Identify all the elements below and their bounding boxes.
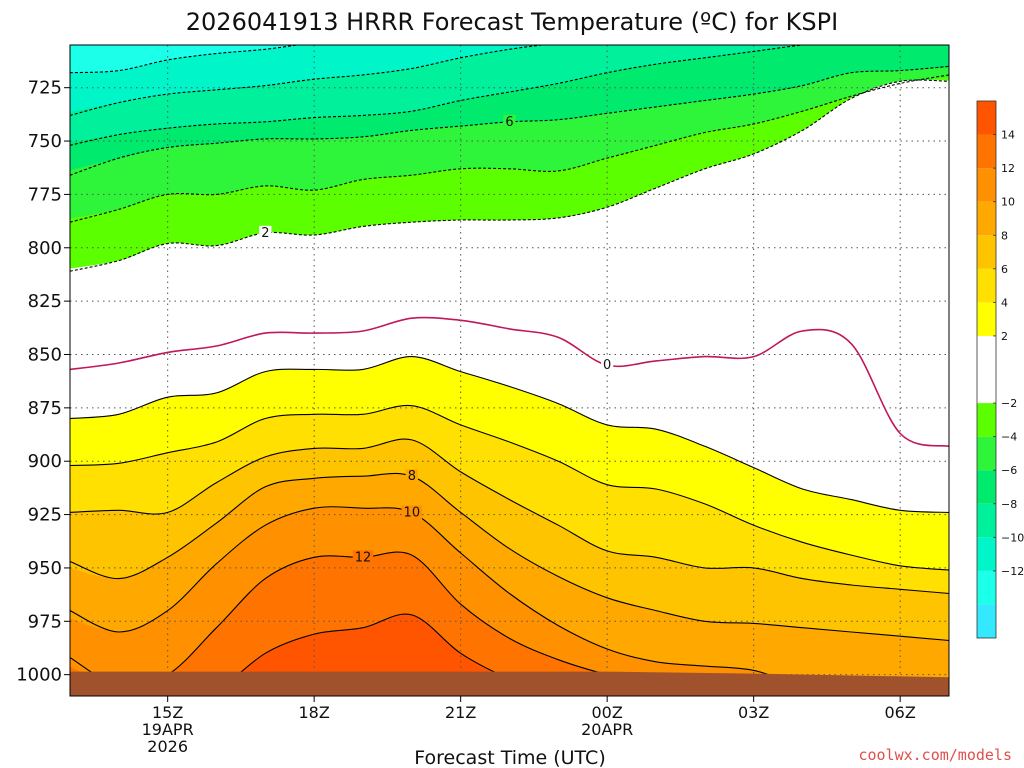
contour-line [70, 316, 949, 448]
colorbar-tick-label: −4 [1001, 431, 1017, 444]
x-tick-label: 18Z [299, 703, 330, 722]
contour-labels: 6 2 0 8 10 12 [259, 114, 614, 566]
colorbar-swatch [977, 101, 996, 135]
colorbar: 14 12 10 8 6 4 2 −2 −4 −6 −8 −10 −12 [976, 100, 1024, 639]
contour-label: 8 [408, 469, 416, 484]
contour-label: 2 [261, 226, 269, 241]
x-tick-label: 03Z [738, 703, 769, 722]
y-tick-label: 925 [28, 505, 62, 526]
ground-surface [70, 671, 949, 696]
colorbar-swatch [977, 503, 996, 538]
contour-line [70, 45, 547, 116]
y-tick-label: 825 [28, 291, 62, 312]
colorbar-tick-label: −6 [1001, 464, 1017, 477]
contour-label: 10 [404, 505, 421, 520]
colorbar-tick-label: 8 [1001, 229, 1008, 242]
y-tick-label: 875 [28, 398, 62, 419]
plot-frame [69, 44, 950, 697]
colorbar-swatch [977, 604, 996, 638]
credit-text: coolwx.com/models [858, 746, 1012, 764]
x-tick-label: 06Z [885, 703, 916, 722]
colorbar-frame [976, 100, 997, 639]
colorbar-swatch [977, 201, 996, 236]
colorbar-tick-label: 4 [1001, 296, 1008, 309]
colorbar-swatch [977, 403, 996, 437]
colorbar-swatch [977, 134, 996, 169]
colorbar-tick-label: −8 [1001, 498, 1017, 511]
y-tick-label: 1000 [16, 665, 62, 686]
colorbar-tick-label: 12 [1001, 162, 1015, 175]
y-tick-label: 800 [28, 238, 62, 259]
x-tick-label: 2026 [147, 737, 188, 756]
contour-label: 0 [603, 358, 611, 373]
contour-label: 6 [505, 115, 513, 130]
colorbar-tick-label: −12 [1001, 565, 1024, 578]
contour-label-background [401, 505, 423, 521]
y-tick-label: 950 [28, 558, 62, 579]
y-tick-label: 750 [28, 131, 62, 152]
contour-line [70, 79, 949, 272]
y-tick-label: 775 [28, 184, 62, 205]
colorbar-tick-label: 6 [1001, 263, 1008, 276]
y-tick-label: 975 [28, 611, 62, 632]
contour-line [70, 74, 949, 223]
x-tick-label: 20APR [581, 720, 633, 739]
x-tick-label: 19APR [142, 720, 194, 739]
colorbar-swatch [977, 235, 996, 269]
contour-line [70, 356, 949, 513]
colorbar-swatch [977, 436, 996, 471]
contour-label-background [259, 225, 272, 241]
contour-label-background [352, 550, 374, 566]
contour-line [70, 438, 949, 595]
colorbar-swatch [977, 168, 996, 202]
contour-line [70, 551, 761, 696]
colorbar-swatch [977, 268, 996, 303]
colorbar-swatch [977, 470, 996, 504]
x-tick-label: 00Z [592, 703, 623, 722]
contour-line [70, 65, 949, 176]
contour-label: 12 [355, 550, 372, 565]
x-tick-label: 21Z [445, 703, 476, 722]
colorbar-tick-label: −10 [1001, 531, 1024, 544]
contour-fills [70, 45, 949, 696]
colorbar-swatch [977, 537, 996, 571]
y-axis: 725 750 775 800 825 850 875 900 925 950 975 1000 [16, 78, 70, 686]
contour-line [70, 404, 949, 571]
contour-label-background [405, 469, 418, 485]
contour-label-background [601, 358, 614, 374]
colorbar-tick-label: 2 [1001, 330, 1008, 343]
contour-line [70, 472, 949, 642]
colorbar-swatch [977, 302, 996, 336]
x-axis-label: Forecast Time (UTC) [414, 747, 605, 768]
colorbar-swatch [977, 570, 996, 605]
colorbar-tick-label: 14 [1001, 129, 1015, 142]
colorbar-tick-label: 10 [1001, 196, 1015, 209]
y-tick-label: 725 [28, 78, 62, 99]
y-tick-label: 900 [28, 451, 62, 472]
colorbar-tick-label: −2 [1001, 397, 1017, 410]
y-tick-label: 850 [28, 344, 62, 365]
x-tick-label: 15Z [152, 703, 183, 722]
contour-label-background [503, 114, 516, 130]
colorbar-swatch [977, 335, 996, 404]
plot-area: 6 2 0 8 10 12 [70, 45, 949, 696]
chart-title: 2026041913 HRRR Forecast Temperature (ºC… [186, 8, 838, 36]
